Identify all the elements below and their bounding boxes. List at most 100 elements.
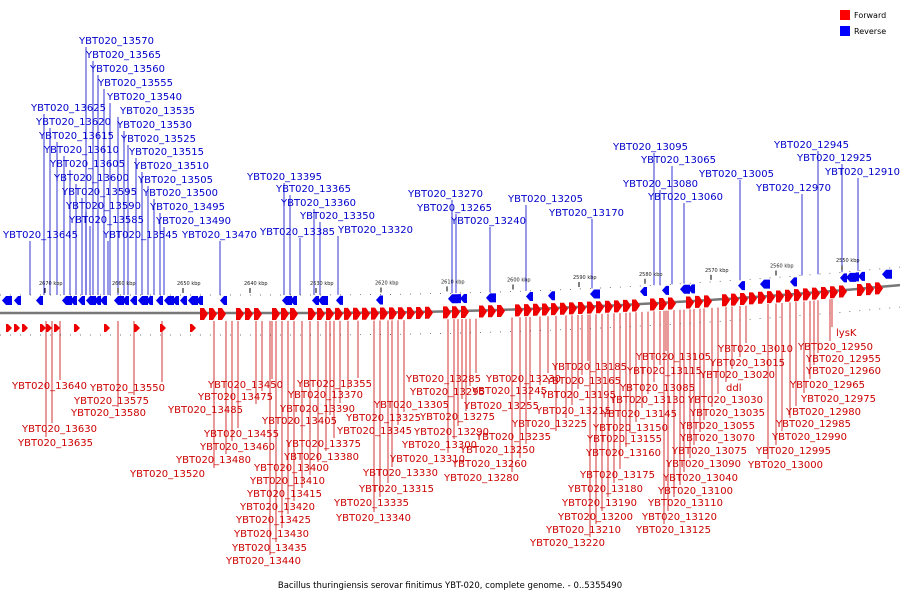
forward-gene-arrow[interactable] (785, 289, 793, 302)
forward-gene-label-ybt020-13550[interactable]: YBT020_13550 (89, 383, 165, 394)
reverse-gene-arrow[interactable] (94, 296, 101, 305)
reverse-gene-arrow[interactable] (448, 294, 458, 304)
forward-gene-label-ybt020-13315[interactable]: YBT020_13315 (358, 484, 434, 495)
forward-gene-arrow[interactable] (104, 324, 110, 332)
reverse-gene-label-ybt020-13080[interactable]: YBT020_13080 (622, 179, 698, 190)
reverse-gene-label-ybt020-13095[interactable]: YBT020_13095 (612, 142, 688, 153)
forward-gene-label-lysk[interactable]: lysK (836, 328, 857, 339)
forward-gene-arrow[interactable] (371, 307, 379, 320)
forward-gene-arrow[interactable] (875, 282, 883, 295)
forward-gene-arrow[interactable] (542, 303, 550, 316)
forward-gene-arrow[interactable] (479, 305, 487, 318)
reverse-gene-arrow[interactable] (312, 295, 319, 305)
reverse-gene-arrow[interactable] (336, 295, 343, 305)
reverse-gene-label-ybt020-13240[interactable]: YBT020_13240 (450, 216, 526, 227)
forward-gene-label-ybt020-13115[interactable]: YBT020_13115 (626, 366, 702, 377)
forward-gene-label-ybt020-13160[interactable]: YBT020_13160 (585, 448, 661, 459)
forward-gene-label-ybt020-13165[interactable]: YBT020_13165 (545, 376, 621, 387)
reverse-gene-arrow[interactable] (548, 291, 555, 301)
forward-gene-label-ybt020-13430[interactable]: YBT020_13430 (233, 529, 309, 540)
reverse-gene-arrow[interactable] (526, 292, 533, 302)
forward-gene-arrow[interactable] (776, 290, 784, 303)
forward-gene-arrow[interactable] (596, 301, 604, 314)
forward-gene-label-ybt020-13415[interactable]: YBT020_13415 (246, 489, 322, 500)
forward-gene-label-ybt020-12950[interactable]: YBT020_12950 (797, 342, 873, 353)
forward-gene-arrow[interactable] (569, 302, 577, 315)
reverse-gene-label-ybt020-13470[interactable]: YBT020_13470 (181, 230, 257, 241)
forward-gene-label-ybt020-13055[interactable]: YBT020_13055 (679, 421, 755, 432)
forward-gene-label-ybt020-13370[interactable]: YBT020_13370 (287, 390, 363, 401)
forward-gene-label-ybt020-13035[interactable]: YBT020_13035 (689, 408, 765, 419)
reverse-gene-label-ybt020-13065[interactable]: YBT020_13065 (640, 155, 716, 166)
forward-gene-arrow[interactable] (407, 307, 415, 320)
forward-gene-arrow[interactable] (767, 291, 775, 304)
forward-gene-arrow[interactable] (488, 305, 496, 318)
reverse-gene-label-ybt020-13625[interactable]: YBT020_13625 (30, 103, 106, 114)
forward-gene-label-ddl[interactable]: ddl (726, 383, 741, 394)
forward-gene-arrow[interactable] (722, 294, 730, 307)
forward-gene-label-ybt020-13390[interactable]: YBT020_13390 (279, 404, 355, 415)
forward-gene-label-ybt020-13310[interactable]: YBT020_13310 (389, 454, 465, 465)
reverse-gene-label-ybt020-13395[interactable]: YBT020_13395 (246, 172, 322, 183)
forward-gene-arrow[interactable] (254, 308, 262, 320)
reverse-gene-label-ybt020-13350[interactable]: YBT020_13350 (299, 211, 375, 222)
forward-gene-arrow[interactable] (40, 324, 46, 332)
reverse-gene-arrow[interactable] (156, 296, 163, 305)
reverse-gene-label-ybt020-13490[interactable]: YBT020_13490 (155, 216, 231, 227)
forward-gene-arrow[interactable] (740, 292, 748, 305)
reverse-gene-label-ybt020-13600[interactable]: YBT020_13600 (53, 173, 129, 184)
reverse-gene-arrow[interactable] (680, 284, 690, 294)
reverse-gene-arrow[interactable] (114, 296, 124, 305)
forward-gene-arrow[interactable] (803, 288, 811, 301)
forward-gene-label-ybt020-13250[interactable]: YBT020_13250 (459, 445, 535, 456)
reverse-gene-arrow[interactable] (122, 296, 129, 305)
reverse-gene-arrow[interactable] (100, 296, 107, 305)
reverse-gene-arrow[interactable] (220, 296, 227, 305)
reverse-gene-label-ybt020-12945[interactable]: YBT020_12945 (773, 140, 849, 151)
reverse-gene-arrow[interactable] (738, 281, 745, 291)
forward-gene-arrow[interactable] (326, 307, 334, 320)
reverse-gene-arrow[interactable] (78, 296, 85, 305)
reverse-gene-label-ybt020-13265[interactable]: YBT020_13265 (416, 203, 492, 214)
forward-gene-label-ybt020-13175[interactable]: YBT020_13175 (579, 470, 655, 481)
forward-gene-label-ybt020-13215[interactable]: YBT020_13215 (535, 406, 611, 417)
reverse-gene-arrow[interactable] (86, 296, 96, 305)
forward-gene-arrow[interactable] (245, 308, 253, 320)
reverse-gene-label-ybt020-13385[interactable]: YBT020_13385 (259, 227, 335, 238)
reverse-gene-label-ybt020-13645[interactable]: YBT020_13645 (2, 230, 78, 241)
forward-gene-label-ybt020-13105[interactable]: YBT020_13105 (635, 352, 711, 363)
forward-gene-label-ybt020-13150[interactable]: YBT020_13150 (592, 423, 668, 434)
reverse-gene-arrow[interactable] (180, 296, 187, 305)
forward-gene-arrow[interactable] (389, 307, 397, 320)
forward-gene-arrow[interactable] (812, 287, 820, 300)
forward-gene-label-ybt020-13235[interactable]: YBT020_13235 (475, 432, 551, 443)
reverse-gene-arrow[interactable] (282, 296, 292, 305)
reverse-gene-arrow[interactable] (460, 294, 467, 304)
forward-gene-arrow[interactable] (236, 308, 244, 320)
forward-gene-label-ybt020-13435[interactable]: YBT020_13435 (231, 543, 307, 554)
reverse-gene-arrow[interactable] (858, 271, 865, 281)
reverse-gene-arrow[interactable] (172, 296, 179, 305)
forward-gene-label-ybt020-13220[interactable]: YBT020_13220 (529, 538, 605, 549)
forward-gene-label-ybt020-13425[interactable]: YBT020_13425 (235, 515, 311, 526)
forward-gene-label-ybt020-12975[interactable]: YBT020_12975 (800, 394, 876, 405)
reverse-gene-arrow[interactable] (760, 279, 770, 289)
forward-gene-label-ybt020-13180[interactable]: YBT020_13180 (567, 484, 643, 495)
forward-gene-label-ybt020-13155[interactable]: YBT020_13155 (586, 434, 662, 445)
reverse-gene-label-ybt020-13005[interactable]: YBT020_13005 (698, 169, 774, 180)
reverse-gene-label-ybt020-12970[interactable]: YBT020_12970 (755, 183, 831, 194)
reverse-gene-label-ybt020-13595[interactable]: YBT020_13595 (61, 187, 137, 198)
reverse-gene-label-ybt020-13320[interactable]: YBT020_13320 (337, 225, 413, 236)
reverse-gene-label-ybt020-13205[interactable]: YBT020_13205 (507, 194, 583, 205)
forward-gene-label-ybt020-13455[interactable]: YBT020_13455 (203, 429, 279, 440)
forward-gene-arrow[interactable] (461, 305, 469, 318)
reverse-gene-arrow[interactable] (290, 296, 297, 305)
forward-gene-label-ybt020-13460[interactable]: YBT020_13460 (199, 442, 275, 453)
forward-gene-label-ybt020-13255[interactable]: YBT020_13255 (463, 401, 539, 412)
reverse-gene-label-ybt020-13545[interactable]: YBT020_13545 (102, 230, 178, 241)
forward-gene-arrow[interactable] (353, 307, 361, 320)
reverse-gene-arrow[interactable] (164, 296, 174, 305)
forward-gene-arrow[interactable] (200, 308, 208, 320)
reverse-gene-arrow[interactable] (662, 285, 669, 295)
forward-gene-label-ybt020-12955[interactable]: YBT020_12955 (805, 354, 881, 365)
